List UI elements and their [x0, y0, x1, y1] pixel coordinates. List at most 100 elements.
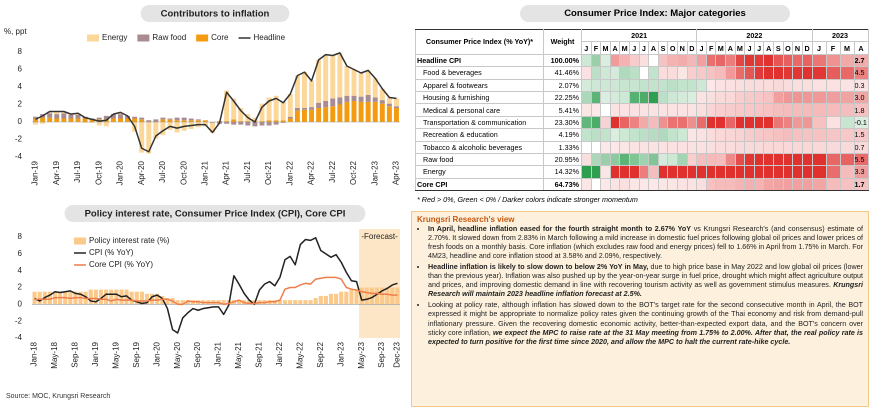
heat-cell: [782, 78, 794, 92]
heat-cell: [705, 66, 717, 80]
bar: [188, 120, 194, 122]
heat-cell: [628, 152, 640, 167]
bar: [47, 113, 53, 118]
heat-cell: [600, 53, 611, 68]
heat-cell: [782, 115, 794, 130]
heat-cell: [581, 128, 592, 142]
bar: [231, 122, 237, 125]
bar: [188, 118, 194, 121]
month-header: J: [696, 41, 707, 55]
heat-cell: [734, 165, 746, 179]
heat-cell: [744, 115, 755, 130]
heat-cell: [744, 177, 755, 192]
bar: [238, 121, 244, 122]
bar: [132, 116, 138, 119]
bar: [280, 120, 286, 122]
heat-cell: [725, 90, 736, 105]
month-header: F: [590, 41, 602, 55]
heat-cell: [801, 165, 813, 179]
bar: [89, 119, 95, 122]
bar: [273, 120, 279, 122]
heat-cell: [773, 103, 784, 117]
y-tick-label: 8: [18, 47, 23, 56]
bar: [323, 101, 329, 108]
heat-cell: [715, 78, 727, 92]
bar: [153, 119, 159, 122]
bullet: In April, headline inflation eased for t…: [428, 225, 863, 261]
heat-cell: [734, 152, 746, 167]
heat-cell: [648, 177, 659, 192]
legend-swatch: [196, 34, 209, 42]
heat-cell: [581, 140, 592, 154]
heat-cell: [715, 53, 727, 68]
heat-cell: [744, 53, 755, 68]
x-tick-label: Jul-20: [158, 160, 167, 182]
heat-cell: [667, 140, 678, 154]
heat-cell: [839, 78, 855, 92]
heat-cell: [696, 165, 707, 179]
heat-cell: [725, 165, 736, 179]
bar: [351, 69, 357, 96]
heat-cell: [825, 115, 841, 130]
heat-cell: [581, 115, 592, 130]
bar: [146, 120, 152, 122]
bar: [266, 120, 272, 122]
heat-cell: [825, 152, 841, 167]
bar: [209, 122, 215, 133]
row-label: Tobacco & alcoholic beverages: [415, 140, 544, 154]
heat-cell: [773, 152, 784, 167]
bullet-text: Headline inflation is likely to slow dow…: [428, 263, 649, 272]
policy-rate-chart: -Forecast- Policy interest rate, Consumer…: [15, 205, 402, 369]
heat-cell: [773, 53, 784, 68]
heat-cell: [734, 66, 746, 80]
heat-cell: [667, 66, 678, 80]
bar: [351, 101, 357, 122]
bar: [252, 117, 258, 122]
row-label: Recreation & education: [415, 128, 544, 142]
bar: [150, 293, 155, 305]
heat-cell: [619, 152, 630, 167]
heat-cell: [686, 103, 698, 117]
line-series: [34, 276, 398, 306]
heat-cell: [609, 152, 621, 167]
year-header: 2022: [696, 28, 813, 43]
heat-cell: [686, 115, 698, 130]
heat-cell: [581, 152, 592, 167]
heat-cell: [705, 90, 717, 105]
month-header: M: [600, 41, 611, 55]
month-header: O: [782, 41, 794, 55]
heatmap-title: Consumer Price Index: Major categories: [520, 5, 790, 22]
heat-cell: [825, 165, 841, 179]
bar: [238, 108, 244, 122]
heat-cell: [676, 177, 688, 192]
bar: [386, 103, 392, 107]
heat-cell: [609, 140, 621, 154]
bar: [273, 95, 279, 121]
row-weight: 14.32%: [543, 165, 582, 179]
heat-cell: [744, 66, 755, 80]
bar: [379, 103, 385, 122]
bar: [139, 117, 145, 120]
heat-cell: [600, 152, 611, 167]
x-tick-label: Apr-22: [307, 160, 316, 185]
bar: [301, 108, 307, 110]
y-tick-label: 0: [18, 299, 23, 308]
heat-cell: [696, 115, 707, 130]
bar: [393, 106, 399, 108]
heat-cell: [657, 140, 669, 154]
heat-cell: [811, 128, 827, 142]
bar: [330, 106, 336, 122]
heat-cell: [600, 90, 611, 105]
heat-cell: [619, 53, 630, 68]
heat-cell: [600, 177, 611, 192]
heat-cell: [581, 66, 592, 80]
bullet-text: due to high price base in May 2022 and l…: [428, 263, 863, 290]
x-tick-label: Dec-23: [393, 341, 402, 367]
x-tick-label: Jan-22: [285, 160, 294, 185]
heat-cell: [619, 90, 630, 105]
month-header: D: [801, 41, 813, 55]
bullet-text: In April, headline inflation eased for t…: [428, 225, 691, 234]
header-weight: Weight: [543, 29, 582, 55]
heat-cell: [676, 53, 688, 68]
